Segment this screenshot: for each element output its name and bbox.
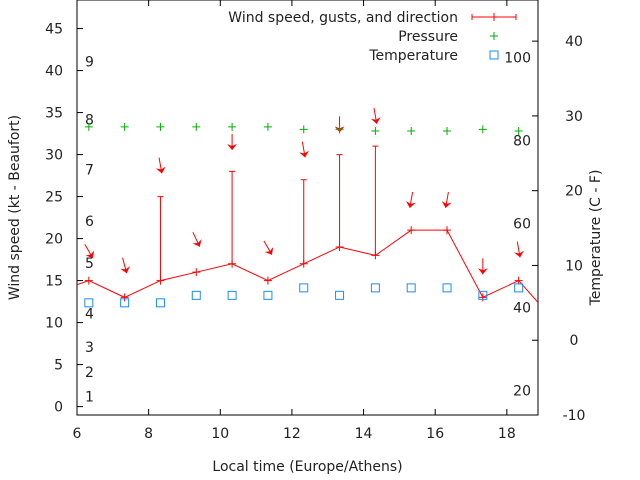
temperature-point <box>514 283 524 293</box>
y-tick-label: 0 <box>54 400 63 416</box>
fahrenheit-label: 100 <box>504 51 531 67</box>
temperature-point <box>191 290 201 300</box>
gust-bar <box>229 170 236 264</box>
x-tick-label: 18 <box>498 426 516 442</box>
fahrenheit-label: 60 <box>513 217 531 233</box>
wind-speed-point <box>478 293 487 302</box>
wind-direction-arrow <box>155 157 166 174</box>
x-tick-label: 8 <box>144 426 153 442</box>
y2-tick-label: 0 <box>570 333 579 349</box>
y2-tick-label: 40 <box>565 34 583 50</box>
y-tick-label: 15 <box>45 274 63 290</box>
temperature-point <box>370 283 380 293</box>
wind-direction-arrow <box>477 258 488 275</box>
wind-speed-point <box>263 276 272 285</box>
pressure-point <box>371 127 380 136</box>
wind-speed-point <box>514 276 523 285</box>
wind-direction-arrow <box>514 241 524 258</box>
wind-direction-arrow <box>299 141 310 158</box>
y-axis-label: Wind speed (kt - Beaufort) <box>7 115 23 300</box>
y2-axis-label: Temperature (C - F) <box>588 170 604 307</box>
pressure-point <box>407 127 416 136</box>
wind-direction-arrow <box>192 231 202 247</box>
beaufort-label: 9 <box>85 54 94 70</box>
pressure-point <box>443 127 452 136</box>
legend-label: Wind speed, gusts, and direction <box>228 10 458 26</box>
pressure-point <box>263 122 272 131</box>
x-axis-label: Local time (Europe/Athens) <box>212 459 402 475</box>
gust-bar <box>300 179 307 264</box>
x-tick-label: 6 <box>73 426 82 442</box>
beaufort-label: 8 <box>85 112 94 128</box>
beaufort-label: 7 <box>85 163 94 179</box>
fahrenheit-label: 20 <box>513 383 531 399</box>
gust-bar <box>372 145 379 256</box>
y2-tick-label: 30 <box>565 109 583 125</box>
beaufort-label: 2 <box>85 365 94 381</box>
x-tick-label: 14 <box>355 426 373 442</box>
temperature-point <box>406 283 416 293</box>
beaufort-label: 6 <box>85 214 94 230</box>
wind-speed-point <box>120 293 129 302</box>
fahrenheit-label: 80 <box>513 134 531 150</box>
y-tick-label: 30 <box>45 148 63 164</box>
pressure-point <box>84 122 93 131</box>
wind-speed-point <box>407 226 416 235</box>
y-tick-label: 10 <box>45 316 63 332</box>
pressure-point <box>514 127 523 136</box>
beaufort-label: 3 <box>85 340 94 356</box>
wind-direction-arrow <box>263 240 274 256</box>
plot-frame <box>76 0 539 416</box>
wind-speed-point <box>84 276 93 285</box>
temperature-point <box>227 290 237 300</box>
x-tick-label: 16 <box>426 426 444 442</box>
x-tick-label: 12 <box>283 426 301 442</box>
y-tick-label: 25 <box>45 190 63 206</box>
wind-direction-arrow <box>405 191 416 208</box>
wind-direction-arrow <box>370 107 381 124</box>
pressure-point <box>156 122 165 131</box>
wind-direction-arrow <box>227 133 238 150</box>
legend-pressure-swatch <box>490 32 498 40</box>
pressure-point <box>228 122 237 131</box>
temperature-point <box>335 290 345 300</box>
temperature-point <box>299 283 309 293</box>
beaufort-label: 5 <box>85 256 94 272</box>
legend-label: Temperature <box>368 48 458 64</box>
temperature-point <box>478 290 488 300</box>
temperature-point <box>84 298 94 308</box>
wind-direction-arrow <box>120 257 130 274</box>
y-tick-label: 20 <box>45 232 63 248</box>
wind-speed-point <box>443 226 452 235</box>
pressure-point <box>335 125 344 134</box>
legend-label: Pressure <box>398 29 458 45</box>
pressure-point <box>299 125 308 134</box>
y2-tick-label: 20 <box>565 184 583 200</box>
y-tick-label: 5 <box>54 358 63 374</box>
wind-speed-point <box>192 268 201 277</box>
pressure-point <box>478 125 487 134</box>
temperature-point <box>263 290 273 300</box>
pressure-point <box>120 122 129 131</box>
beaufort-label: 4 <box>85 306 94 322</box>
temperature-point <box>120 298 130 308</box>
y2-tick-label: 10 <box>565 258 583 274</box>
temperature-point <box>442 283 452 293</box>
wind-direction-arrow <box>84 244 95 259</box>
legend-temperature-swatch <box>489 50 499 60</box>
y2-tick-label: -10 <box>563 408 586 424</box>
y-tick-label: 35 <box>45 106 63 122</box>
y-tick-label: 40 <box>45 64 63 80</box>
gust-bar <box>157 196 164 281</box>
legend-wind-plus <box>490 13 498 21</box>
temperature-point <box>155 298 165 308</box>
x-tick-label: 10 <box>211 426 229 442</box>
wind-direction-arrow <box>441 191 452 208</box>
pressure-point <box>192 122 201 131</box>
gust-bar <box>336 154 343 247</box>
y-tick-label: 45 <box>45 22 63 38</box>
fahrenheit-label: 40 <box>513 300 531 316</box>
beaufort-label: 1 <box>85 390 94 406</box>
